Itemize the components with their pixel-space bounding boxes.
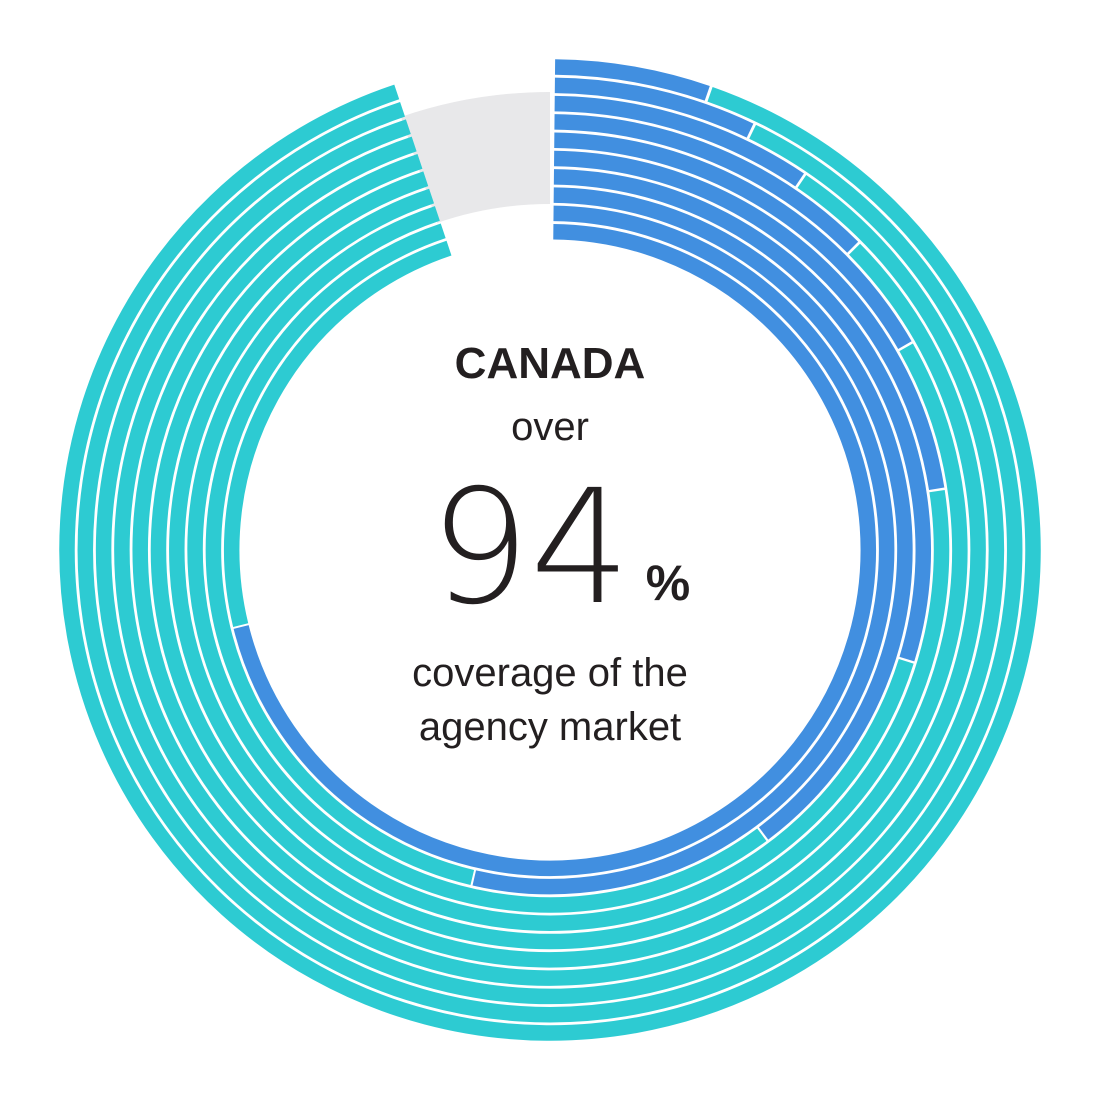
ring-teal bbox=[150, 171, 950, 950]
ring-teal bbox=[95, 119, 1005, 1005]
ring-teal bbox=[169, 188, 914, 931]
ring-teal bbox=[132, 154, 968, 968]
ring-blue bbox=[554, 150, 945, 490]
ring-teal bbox=[77, 101, 1023, 1023]
ring-teal bbox=[187, 206, 767, 913]
ring-teal bbox=[114, 136, 986, 986]
ring-teal bbox=[223, 240, 452, 627]
ring-blue bbox=[553, 169, 931, 662]
ring-blue bbox=[554, 59, 710, 101]
figure: 94 bbox=[429, 456, 630, 640]
caption-line: agency market bbox=[419, 705, 681, 749]
ring-blue bbox=[233, 223, 876, 876]
ring-blue bbox=[554, 114, 859, 253]
caption-line: coverage of the bbox=[412, 651, 688, 695]
prefix: over bbox=[511, 405, 589, 449]
gap-band bbox=[400, 92, 552, 224]
ring-blue bbox=[554, 77, 754, 138]
ring-blue bbox=[554, 95, 804, 187]
ring-blue bbox=[554, 132, 912, 349]
rings bbox=[59, 59, 1041, 1041]
ring-teal bbox=[205, 223, 475, 886]
ring-blue bbox=[472, 205, 895, 895]
country: CANADA bbox=[455, 339, 646, 388]
ring-blue bbox=[553, 187, 913, 840]
ring-teal bbox=[59, 84, 1041, 1041]
unit: % bbox=[646, 555, 690, 611]
